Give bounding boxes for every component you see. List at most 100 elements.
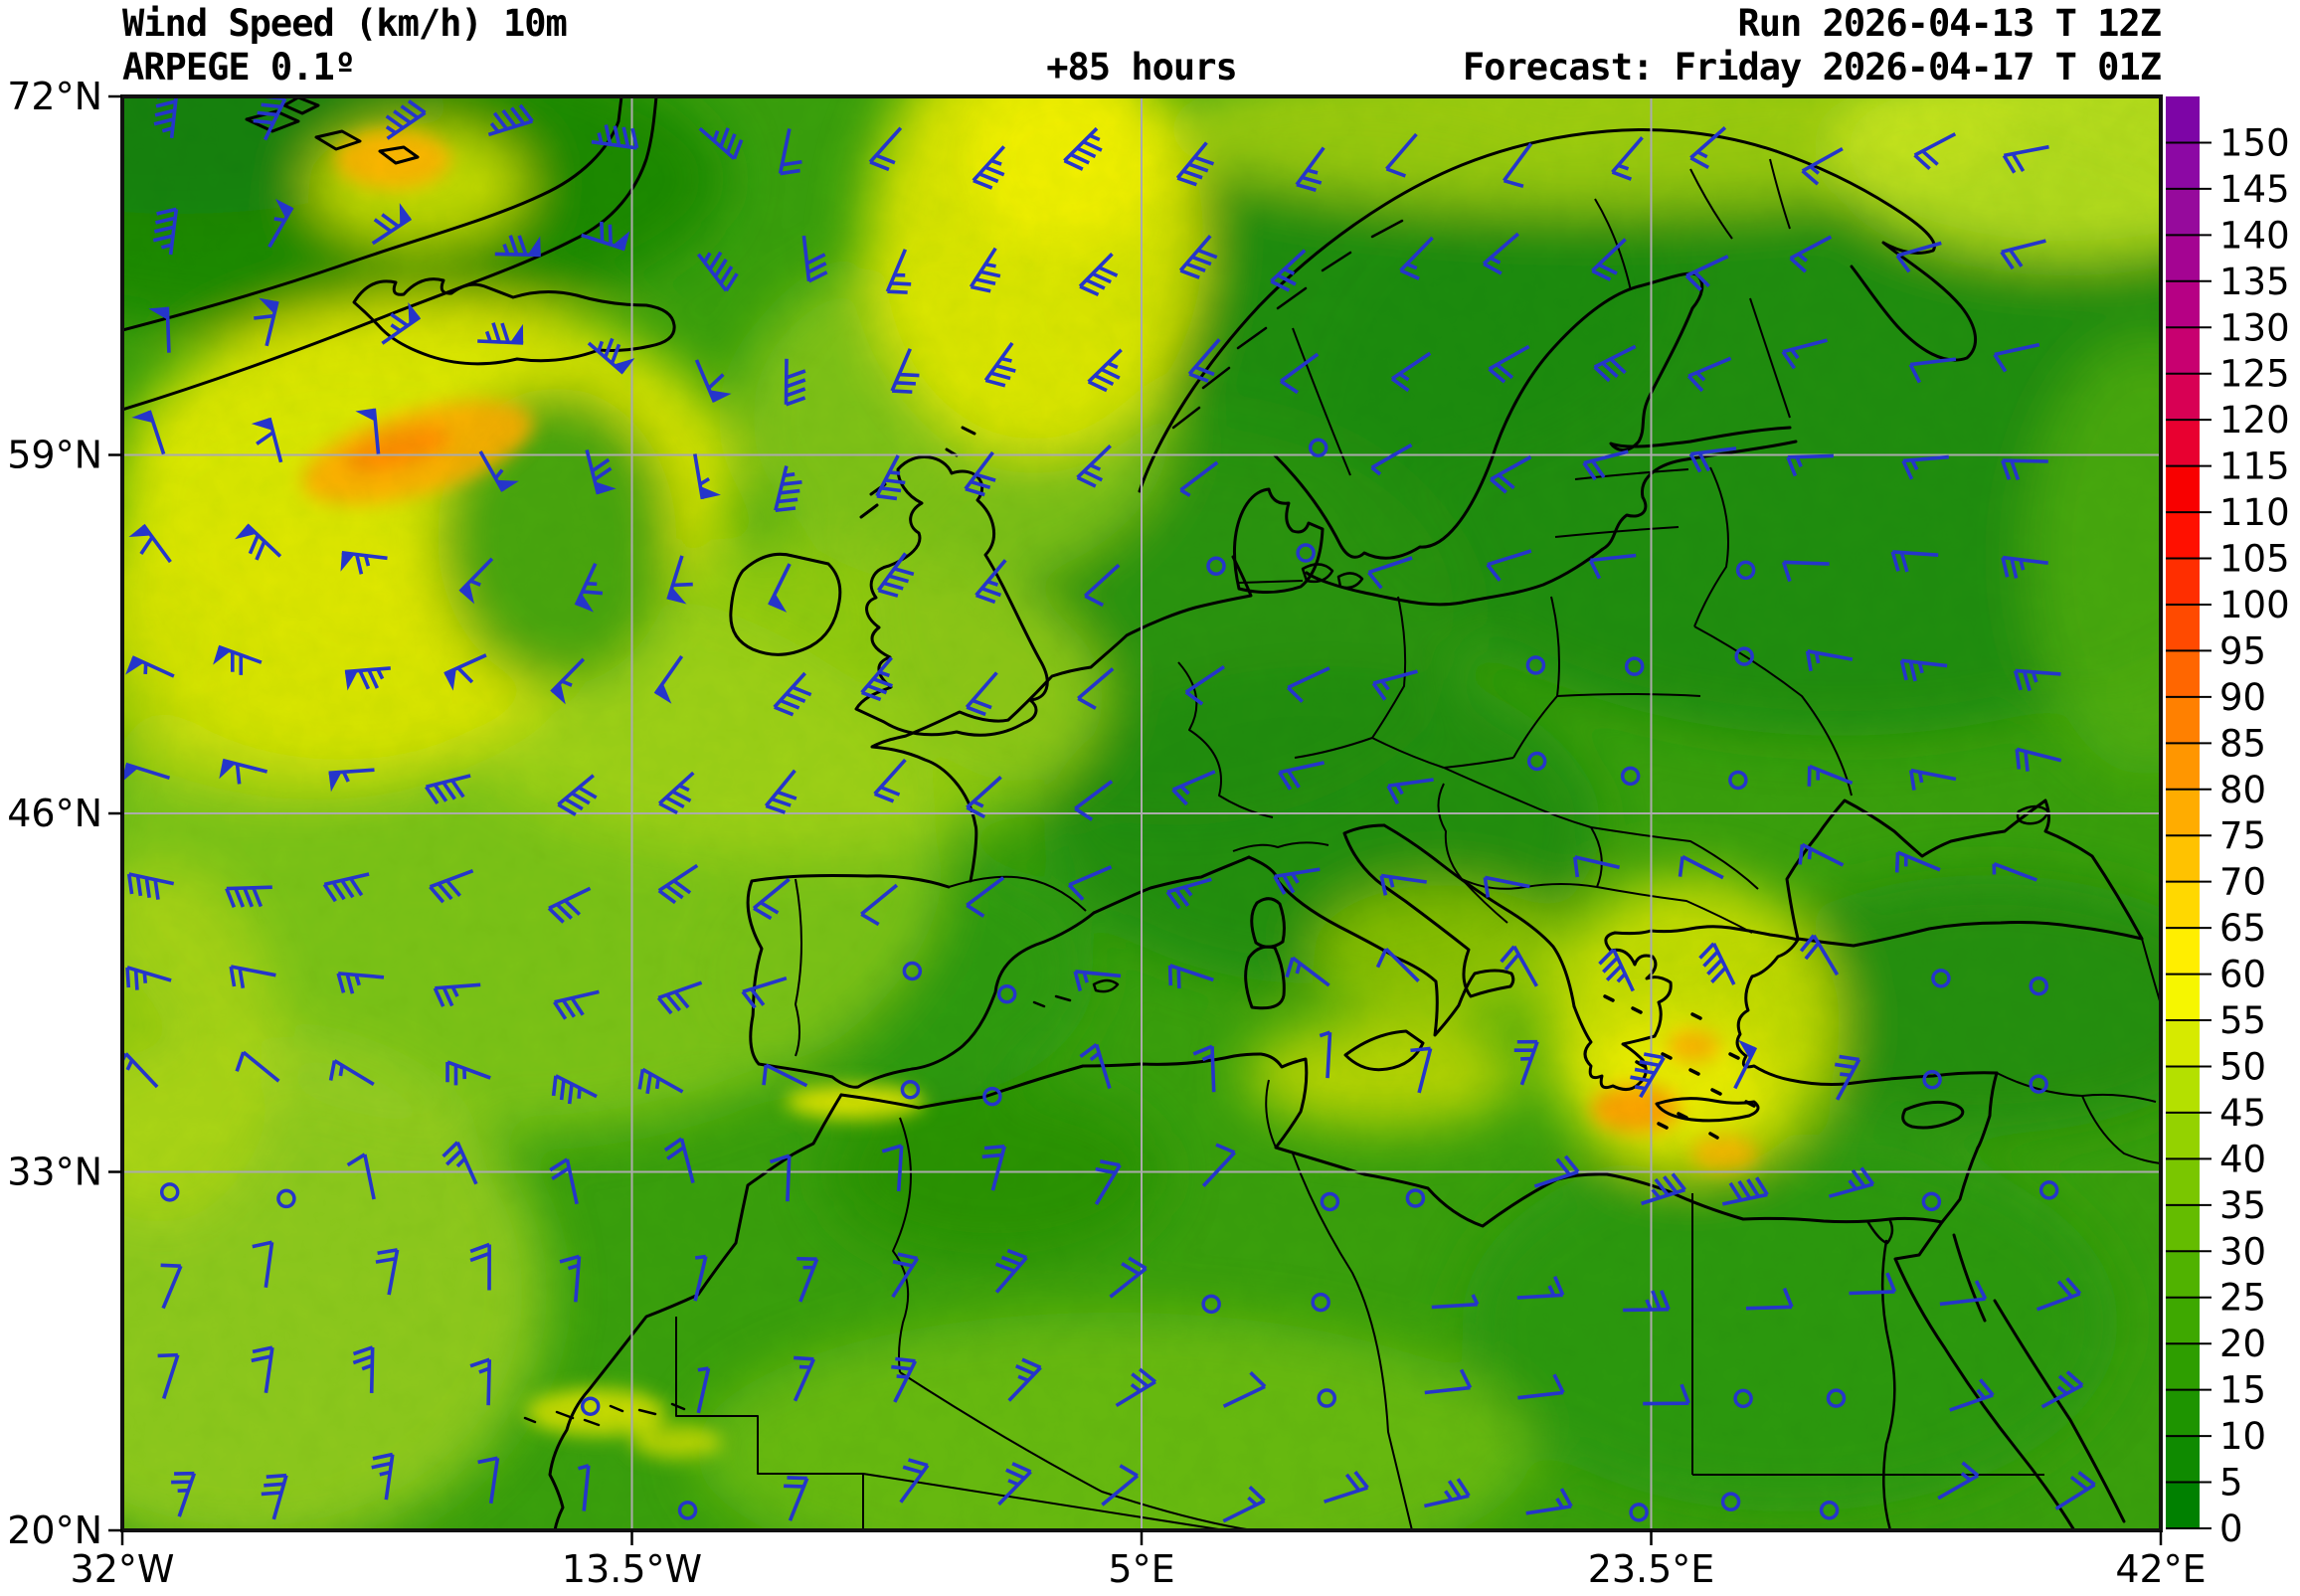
wind-barb bbox=[1399, 236, 1434, 280]
colorbar: 0510152025303540455055606570758085909510… bbox=[2166, 96, 2290, 1550]
calm-wind-circle bbox=[1629, 1503, 1649, 1522]
wind-barb bbox=[1895, 241, 1942, 273]
wind-barb bbox=[1684, 255, 1729, 291]
calm-wind-circle bbox=[1525, 655, 1546, 675]
wind-barb bbox=[1222, 1371, 1267, 1408]
wind-barb bbox=[346, 1153, 376, 1200]
wind-barb bbox=[1949, 1378, 1995, 1412]
calm-wind-circle bbox=[1922, 1069, 1942, 1090]
wind-barb bbox=[1423, 1478, 1471, 1508]
wind-barb bbox=[153, 96, 179, 138]
wind-barb bbox=[1745, 1287, 1794, 1311]
wind-barb bbox=[1187, 338, 1221, 383]
colorbar-segment bbox=[2166, 1112, 2200, 1160]
colorbar-segment bbox=[2166, 420, 2200, 467]
colorbar-segment bbox=[2166, 188, 2200, 237]
wind-barb bbox=[235, 523, 282, 561]
wind-barb bbox=[1789, 235, 1833, 273]
wind-barb bbox=[385, 99, 427, 140]
lon-tick-label: 42°E bbox=[2115, 1547, 2206, 1591]
calm-wind-circle bbox=[1921, 1191, 1942, 1212]
colorbar-segment bbox=[2166, 928, 2200, 975]
wind-barb bbox=[637, 1067, 684, 1095]
colorbar-segment bbox=[2166, 558, 2200, 606]
country-borders bbox=[675, 158, 2161, 1530]
wind-barb bbox=[1280, 352, 1320, 395]
colorbar-segment bbox=[2166, 1482, 2200, 1529]
wind-barb bbox=[666, 555, 693, 605]
calm-wind-circle bbox=[276, 1188, 296, 1209]
wind-barb bbox=[1799, 934, 1840, 976]
wind-barb bbox=[972, 145, 1006, 190]
wind-barb bbox=[778, 128, 802, 176]
wind-barb bbox=[251, 1345, 274, 1393]
wind-barb bbox=[267, 198, 294, 249]
wind-barb bbox=[1483, 875, 1530, 898]
calm-wind-circle bbox=[1624, 656, 1645, 676]
wind-barb bbox=[1273, 867, 1321, 895]
wind-barb bbox=[981, 1144, 1006, 1191]
wind-barb bbox=[219, 758, 268, 785]
wind-barb bbox=[1101, 1464, 1140, 1507]
wind-barb bbox=[1077, 667, 1115, 710]
wind-barb bbox=[1094, 1159, 1122, 1206]
calm-wind-circle bbox=[1720, 1492, 1741, 1511]
colorbar-tick-label: 55 bbox=[2219, 999, 2266, 1042]
wind-barb bbox=[784, 358, 806, 407]
wind-barb bbox=[1689, 126, 1727, 169]
lat-tick-label: 72°N bbox=[7, 75, 102, 118]
wind-barb bbox=[875, 454, 906, 501]
wind-barb bbox=[997, 1462, 1032, 1507]
wind-barb bbox=[585, 448, 617, 495]
calm-wind-circle bbox=[996, 983, 1017, 1004]
calm-wind-circle bbox=[1311, 1292, 1330, 1313]
wind-barb bbox=[768, 563, 792, 613]
wind-barb bbox=[890, 348, 920, 394]
lat-tick-label: 46°N bbox=[7, 792, 102, 835]
wind-barb bbox=[1500, 945, 1538, 987]
wind-barb bbox=[328, 768, 375, 793]
colorbar-segment bbox=[2166, 743, 2200, 791]
forecast-hours-label: +85 hours bbox=[1046, 46, 1237, 89]
wind-barb bbox=[235, 1050, 280, 1083]
wind-barb bbox=[477, 322, 524, 345]
wind-barb bbox=[1835, 1054, 1861, 1101]
wind-barb bbox=[1324, 1471, 1369, 1504]
wind-barb bbox=[969, 247, 1001, 293]
wind-barb bbox=[1733, 1039, 1758, 1090]
wind-barb bbox=[1913, 132, 1957, 170]
wind-barb bbox=[1899, 658, 1948, 682]
colorbar-segment bbox=[2166, 327, 2200, 375]
wind-barb bbox=[1828, 1166, 1875, 1198]
page-title: Wind Speed (km/h) 10m bbox=[122, 2, 568, 45]
calm-wind-circle bbox=[1734, 646, 1754, 666]
wind-barb bbox=[1386, 778, 1434, 804]
colorbar-tick-label: 135 bbox=[2219, 261, 2290, 303]
wind-barb bbox=[1184, 665, 1226, 706]
colorbar-segment bbox=[2166, 280, 2200, 329]
colorbar-tick-label: 115 bbox=[2219, 445, 2290, 488]
wind-barb bbox=[1993, 342, 2040, 373]
wind-barb bbox=[1286, 666, 1330, 703]
wind-barb bbox=[966, 876, 1005, 918]
wind-barb bbox=[1285, 956, 1330, 987]
colorbar-tick-label: 105 bbox=[2219, 538, 2290, 581]
wind-barb bbox=[126, 872, 175, 900]
wind-barb bbox=[1270, 249, 1307, 292]
wind-barb bbox=[964, 450, 996, 497]
wind-barb bbox=[1781, 338, 1828, 370]
wind-barb bbox=[769, 1153, 792, 1202]
wind-barb bbox=[458, 557, 494, 605]
calm-wind-circle bbox=[982, 1086, 1002, 1107]
lon-tick-label: 5°E bbox=[1108, 1547, 1174, 1591]
wind-barb bbox=[336, 972, 385, 994]
colorbar-segment bbox=[2166, 96, 2200, 144]
colorbar-tick-label: 25 bbox=[2219, 1277, 2266, 1320]
wind-barb bbox=[1167, 964, 1214, 989]
calm-wind-circle bbox=[1733, 1388, 1753, 1409]
wind-barb bbox=[152, 207, 179, 256]
wind-barb bbox=[340, 550, 388, 575]
colorbar-segment bbox=[2166, 142, 2200, 190]
wind-barb bbox=[160, 1263, 183, 1310]
colorbar-tick-label: 80 bbox=[2219, 769, 2266, 811]
